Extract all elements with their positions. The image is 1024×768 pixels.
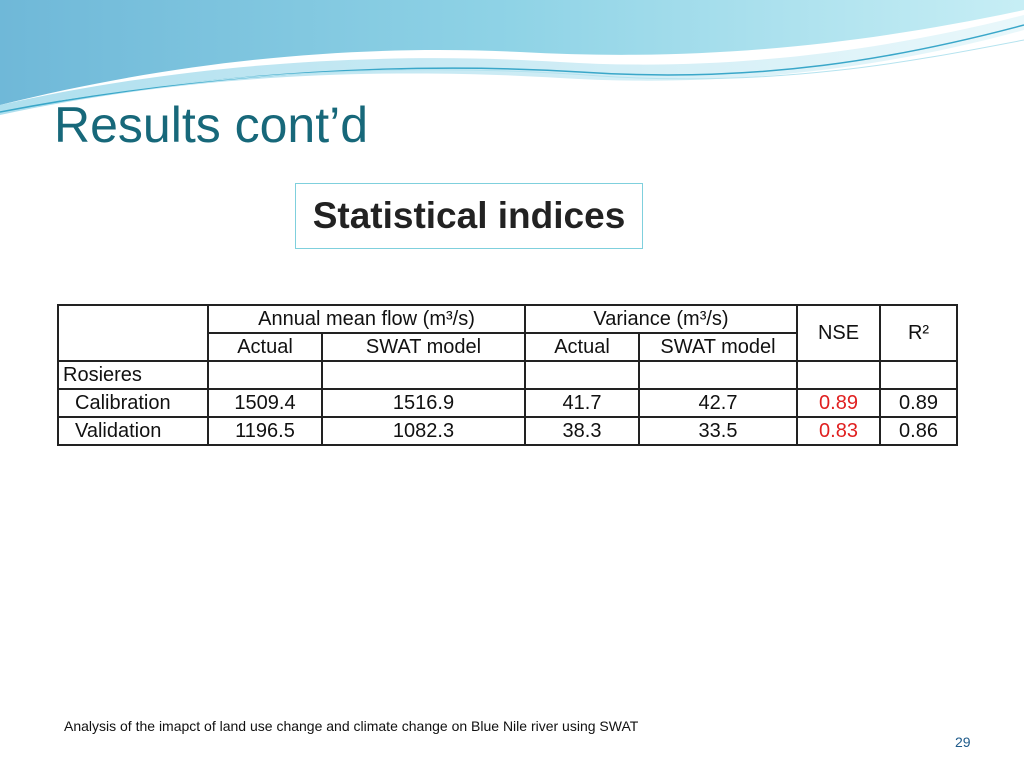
header-annual-mean-flow: Annual mean flow (m³/s) bbox=[207, 304, 526, 334]
table-cell-nse: 0.83 bbox=[796, 416, 881, 446]
table-cell bbox=[207, 360, 323, 390]
table-cell: 41.7 bbox=[524, 388, 640, 418]
footer-text: Analysis of the imapct of land use chang… bbox=[64, 718, 639, 734]
table-cell: 42.7 bbox=[638, 388, 798, 418]
table-cell: 38.3 bbox=[524, 416, 640, 446]
table-cell: 33.5 bbox=[638, 416, 798, 446]
table-cell: 1509.4 bbox=[207, 388, 323, 418]
table-cell: 0.89 bbox=[879, 388, 958, 418]
table-header-row: Annual mean flow (m³/s) Variance (m³/s) … bbox=[57, 304, 958, 362]
table-cell bbox=[638, 360, 798, 390]
table-row: Rosieres bbox=[57, 360, 958, 390]
table-cell bbox=[879, 360, 958, 390]
page-title: Results cont’d bbox=[54, 97, 369, 153]
table-cell: 1516.9 bbox=[321, 388, 526, 418]
subheader-flow-actual: Actual bbox=[207, 332, 323, 362]
header-variance: Variance (m³/s) bbox=[524, 304, 798, 334]
table-cell-nse: 0.89 bbox=[796, 388, 881, 418]
table-cell: 0.86 bbox=[879, 416, 958, 446]
table-row: Calibration 1509.4 1516.9 41.7 42.7 0.89… bbox=[57, 388, 958, 418]
table-subheader-row: Actual SWAT model Actual SWAT model bbox=[58, 332, 957, 362]
subheader-variance-actual: Actual bbox=[524, 332, 640, 362]
subtitle-box: Statistical indices bbox=[295, 183, 643, 249]
header-nse: NSE bbox=[796, 304, 881, 362]
table-cell bbox=[524, 360, 640, 390]
table-corner-cell bbox=[57, 304, 209, 362]
header-wave-decoration bbox=[0, 0, 1024, 115]
section-label: Rosieres bbox=[57, 360, 209, 390]
header-r2: R² bbox=[879, 304, 958, 362]
subtitle: Statistical indices bbox=[312, 195, 626, 236]
statistics-table: Annual mean flow (m³/s) Variance (m³/s) … bbox=[57, 304, 958, 446]
subheader-variance-swat: SWAT model bbox=[638, 332, 798, 362]
table-cell: 1082.3 bbox=[321, 416, 526, 446]
subheader-flow-swat: SWAT model bbox=[321, 332, 526, 362]
page-number: 29 bbox=[955, 734, 971, 750]
table-row: Validation 1196.5 1082.3 38.3 33.5 0.83 … bbox=[57, 416, 958, 446]
row-label: Calibration bbox=[57, 388, 209, 418]
table-cell: 1196.5 bbox=[207, 416, 323, 446]
table-cell bbox=[796, 360, 881, 390]
row-label: Validation bbox=[57, 416, 209, 446]
table-cell bbox=[321, 360, 526, 390]
